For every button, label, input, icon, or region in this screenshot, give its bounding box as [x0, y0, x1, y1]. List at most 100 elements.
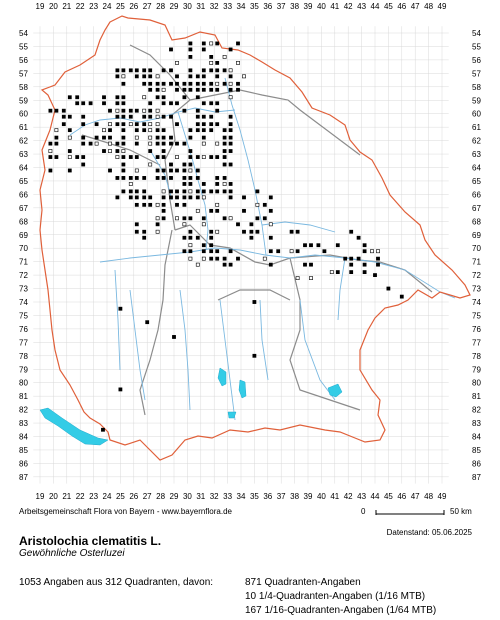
occurrence-marker: [94, 135, 99, 140]
occurrence-marker: [142, 202, 147, 207]
col-label-bottom: 48: [424, 492, 433, 500]
occurrence-marker: [142, 81, 147, 86]
col-label-bottom: 35: [250, 492, 259, 500]
occurrence-marker: [209, 81, 214, 86]
occurrence-marker: [268, 195, 273, 200]
occurrence-marker: [228, 195, 233, 200]
occurrence-marker: [134, 189, 139, 194]
occurrence-marker: [188, 189, 193, 194]
col-label-top: 31: [196, 2, 205, 11]
occurrence-marker: [175, 189, 179, 194]
occurrence-marker: [222, 128, 227, 133]
occurrence-marker: [209, 87, 214, 92]
occurrence-marker: [268, 222, 273, 227]
row-label-right: 58: [472, 83, 481, 92]
occurrence-marker: [209, 229, 214, 234]
occurrence-marker: [228, 216, 233, 221]
row-label-right: 68: [472, 217, 481, 226]
occurrence-marker: [322, 249, 327, 254]
occurrence-marker: [102, 101, 106, 106]
occurrence-marker: [175, 81, 179, 86]
occurrence-marker: [215, 155, 220, 159]
occurrence-marker: [161, 149, 166, 153]
occurrence-marker: [188, 149, 193, 153]
row-label-left: 77: [19, 338, 28, 347]
occurrence-marker: [148, 141, 153, 146]
occurrence-marker: [399, 294, 404, 299]
row-label-left: 86: [19, 459, 28, 468]
occurrence-marker: [215, 108, 220, 113]
occurrence-marker: [142, 176, 147, 180]
row-label-right: 75: [472, 311, 481, 320]
col-label-bottom: 45: [384, 492, 393, 500]
row-label-right: 83: [472, 419, 481, 428]
scale-bar: [375, 510, 445, 515]
occurrence-marker: [236, 87, 240, 92]
col-label-top: 37: [277, 2, 286, 11]
occurrence-marker: [228, 189, 233, 194]
occurrence-marker: [188, 162, 193, 167]
occurrence-marker: [236, 81, 240, 86]
occurrence-marker: [161, 155, 166, 159]
scale-end-label: 50 km: [450, 507, 472, 516]
occurrence-marker: [67, 135, 72, 140]
occurrence-marker: [175, 87, 179, 92]
col-label-top: 33: [223, 2, 232, 11]
occurrence-marker: [134, 155, 139, 159]
occurrence-marker: [209, 155, 214, 159]
occurrence-marker: [182, 162, 187, 167]
occurrence-marker: [195, 95, 200, 100]
occurrence-marker: [222, 216, 227, 221]
occurrence-marker: [329, 270, 334, 275]
occurrence-marker: [222, 135, 227, 140]
occurrence-marker: [148, 162, 153, 167]
occurrence-marker: [161, 81, 166, 86]
occurrence-marker: [195, 189, 200, 194]
occurrence-marker: [155, 135, 160, 140]
occurrence-marker: [121, 168, 126, 173]
occurrence-marker: [128, 108, 133, 113]
data-date: Datenstand: 05.06.2025: [386, 528, 472, 537]
occurrence-marker: [128, 189, 133, 194]
occurrence-marker: [155, 216, 160, 221]
occurrence-marker: [195, 128, 200, 133]
rivers: [69, 77, 456, 421]
occurrence-marker: [134, 74, 139, 79]
row-label-right: 77: [472, 338, 481, 347]
occurrence-marker: [169, 162, 173, 167]
occurrence-marker: [148, 195, 153, 200]
occurrence-marker: [175, 122, 179, 127]
row-label-right: 59: [472, 96, 481, 105]
occurrence-marker: [222, 176, 227, 180]
col-label-top: 47: [411, 2, 420, 11]
row-label-left: 58: [19, 83, 28, 92]
occurrence-marker: [215, 141, 220, 146]
row-label-left: 60: [19, 110, 28, 119]
row-label-left: 78: [19, 352, 28, 361]
stat-sixteenth: 167 1/16-Quadranten-Angaben (1/64 MTB): [245, 605, 437, 616]
occurrence-marker: [228, 122, 233, 127]
occurrence-marker: [195, 235, 200, 240]
occurrence-marker: [262, 256, 267, 261]
col-label-bottom: 21: [62, 492, 71, 500]
occurrence-marker: [209, 128, 214, 133]
occurrence-marker: [201, 114, 206, 119]
occurrence-marker: [289, 229, 294, 234]
occurrence-marker: [108, 108, 112, 113]
col-label-bottom: 38: [290, 492, 299, 500]
occurrence-marker: [209, 122, 214, 127]
row-label-right: 69: [472, 231, 481, 240]
occurrence-marker: [255, 216, 260, 221]
occurrence-marker: [94, 141, 99, 146]
occurrence-marker: [228, 135, 233, 140]
occurrence-marker: [67, 155, 72, 159]
occurrence-marker: [182, 176, 187, 180]
row-label-left: 57: [19, 69, 28, 78]
col-label-top: 24: [103, 2, 112, 11]
occurrence-marker: [161, 87, 166, 92]
occurrence-marker: [222, 155, 227, 159]
occurrence-marker: [81, 114, 86, 119]
occurrence-marker: [236, 222, 240, 227]
row-label-right: 79: [472, 365, 481, 374]
occurrence-marker: [142, 235, 147, 240]
